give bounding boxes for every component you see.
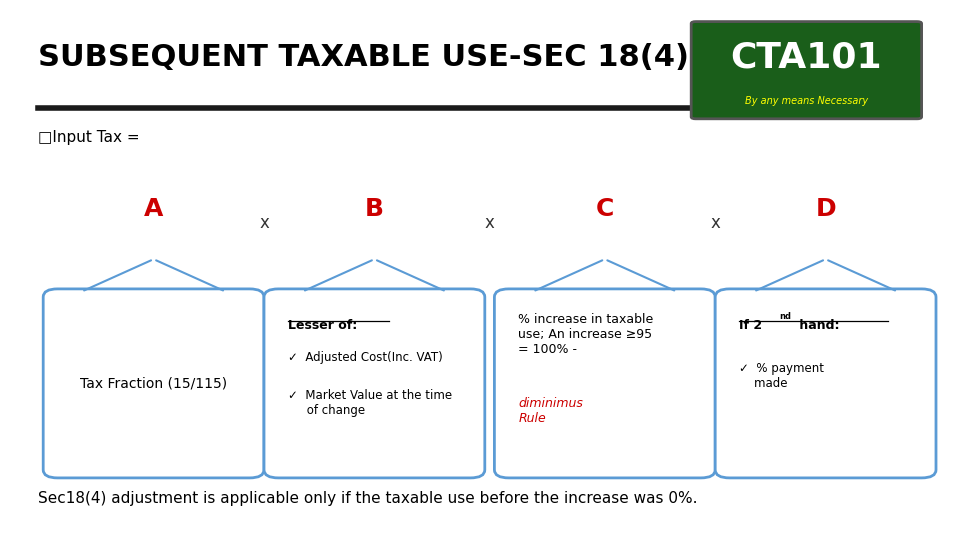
Text: D: D [815,198,836,221]
Text: x: x [259,214,269,232]
Text: % increase in taxable
use; An increase ≥95
= 100% -: % increase in taxable use; An increase ≥… [518,313,654,356]
Text: If 2: If 2 [739,319,762,332]
Text: ✓  Market Value at the time
     of change: ✓ Market Value at the time of change [288,389,452,417]
Text: ✓  % payment
    made: ✓ % payment made [739,362,825,390]
FancyBboxPatch shape [494,289,715,478]
Text: Lesser of:: Lesser of: [288,319,357,332]
Text: By any means Necessary: By any means Necessary [745,96,868,106]
Text: Sec18(4) adjustment is applicable only if the taxable use before the increase wa: Sec18(4) adjustment is applicable only i… [38,491,698,507]
FancyBboxPatch shape [264,289,485,478]
FancyBboxPatch shape [691,22,922,119]
FancyBboxPatch shape [715,289,936,478]
Text: A: A [144,198,163,221]
Text: nd: nd [780,312,792,321]
Text: CTA101: CTA101 [731,40,882,75]
Text: C: C [595,198,614,221]
Text: ✓  Adjusted Cost(Inc. VAT): ✓ Adjusted Cost(Inc. VAT) [288,351,443,364]
Text: x: x [485,214,494,232]
Text: x: x [710,214,720,232]
Text: Tax Fraction (15/115): Tax Fraction (15/115) [80,376,228,390]
Text: □Input Tax =: □Input Tax = [38,130,140,145]
FancyBboxPatch shape [43,289,264,478]
Text: SUBSEQUENT TAXABLE USE-SEC 18(4): SUBSEQUENT TAXABLE USE-SEC 18(4) [38,43,689,72]
Text: diminimus
Rule: diminimus Rule [518,397,584,425]
Text: B: B [365,198,384,221]
Text: hand:: hand: [795,319,839,332]
